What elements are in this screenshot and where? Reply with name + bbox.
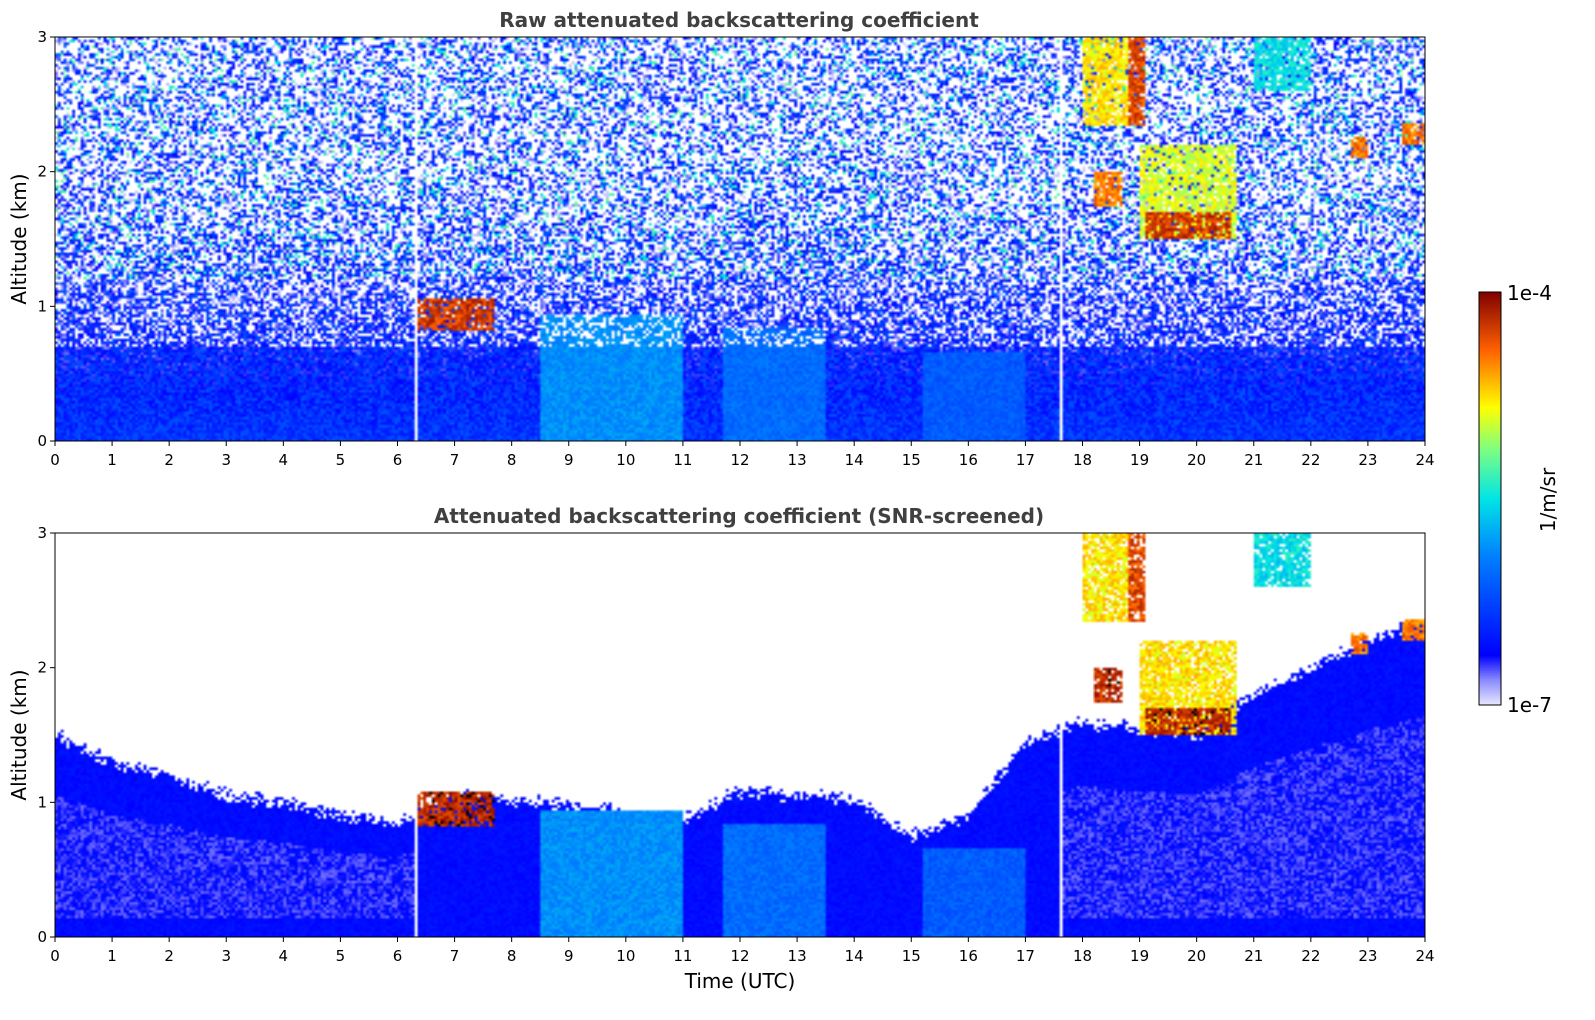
panel-raw-ylabel: Altitude (km): [7, 173, 31, 304]
colorbar-bar: [1478, 291, 1502, 706]
x-tick-label: 3: [221, 451, 231, 469]
x-tick-label: 2: [164, 451, 174, 469]
x-tick-label: 9: [564, 947, 574, 965]
x-tick-label: 22: [1301, 947, 1320, 965]
x-tick-label: 17: [1016, 947, 1035, 965]
x-tick-label: 14: [845, 451, 864, 469]
x-tick-label: 12: [730, 947, 749, 965]
x-tick-label: 16: [959, 947, 978, 965]
y-tick-label: 0: [37, 928, 47, 946]
x-tick-label: 20: [1187, 451, 1206, 469]
x-tick-label: 11: [673, 451, 692, 469]
x-tick-label: 11: [673, 947, 692, 965]
x-tick-label: 7: [450, 451, 460, 469]
x-tick-label: 4: [279, 947, 289, 965]
x-tick-label: 18: [1073, 451, 1092, 469]
colorbar: 1e-4 1e-7 1/m/sr: [1478, 281, 1560, 717]
x-tick-label: 1: [107, 451, 117, 469]
x-tick-label: 1: [107, 947, 117, 965]
x-tick-label: 10: [616, 947, 635, 965]
x-tick-label: 21: [1244, 451, 1263, 469]
x-tick-label: 13: [788, 947, 807, 965]
x-tick-label: 6: [393, 451, 403, 469]
y-tick-label: 1: [37, 297, 47, 315]
x-tick-label: 23: [1358, 947, 1377, 965]
colorbar-min-label: 1e-7: [1507, 693, 1552, 717]
x-tick-label: 24: [1415, 947, 1434, 965]
x-tick-label: 5: [336, 947, 346, 965]
x-tick-label: 13: [788, 451, 807, 469]
x-tick-label: 2: [164, 947, 174, 965]
panel-screened-title: Attenuated backscattering coefficient (S…: [434, 504, 1044, 528]
x-tick-label: 21: [1244, 947, 1263, 965]
y-tick-label: 2: [37, 659, 47, 677]
x-tick-label: 22: [1301, 451, 1320, 469]
panel-screened: Attenuated backscattering coefficient (S…: [7, 504, 1435, 993]
x-tick-label: 8: [507, 451, 517, 469]
panel-raw-title: Raw attenuated backscattering coefficien…: [499, 8, 979, 32]
x-tick-label: 9: [564, 451, 574, 469]
panel-screened-x-ticks: 0 1 2 3 4 5 6 7 8 9 10 11 12 13 14 15 16 17 18 19 20 21 22 23 24: [50, 937, 1435, 965]
x-tick-label: 6: [393, 947, 403, 965]
panel-screened-ylabel: Altitude (km): [7, 669, 31, 800]
panel-screened-xlabel: Time (UTC): [684, 969, 796, 993]
y-tick-label: 1: [37, 793, 47, 811]
x-tick-label: 10: [616, 451, 635, 469]
y-tick-label: 3: [37, 524, 47, 542]
x-tick-label: 20: [1187, 947, 1206, 965]
y-tick-label: 3: [37, 28, 47, 46]
raw-backscatter-heatmap: [55, 37, 1425, 441]
y-tick-label: 0: [37, 432, 47, 450]
x-tick-label: 8: [507, 947, 517, 965]
x-tick-label: 15: [902, 451, 921, 469]
panel-raw-x-ticks: 0 1 2 3 4 5 6 7 8 9 10 11 12 13 14 15 16 17 18 19 20 21 22 23 24: [50, 441, 1435, 469]
x-tick-label: 4: [279, 451, 289, 469]
panel-screened-y-ticks: 0 1 2 3: [37, 524, 55, 946]
panel-raw: Raw attenuated backscattering coefficien…: [7, 8, 1435, 469]
y-tick-label: 2: [37, 163, 47, 181]
x-tick-label: 0: [50, 947, 60, 965]
x-tick-label: 16: [959, 451, 978, 469]
x-tick-label: 3: [221, 947, 231, 965]
x-tick-label: 24: [1415, 451, 1434, 469]
x-tick-label: 12: [730, 451, 749, 469]
x-tick-label: 18: [1073, 947, 1092, 965]
x-tick-label: 17: [1016, 451, 1035, 469]
x-tick-label: 15: [902, 947, 921, 965]
x-tick-label: 14: [845, 947, 864, 965]
x-tick-label: 19: [1130, 947, 1149, 965]
colorbar-max-label: 1e-4: [1507, 281, 1552, 305]
x-tick-label: 7: [450, 947, 460, 965]
x-tick-label: 0: [50, 451, 60, 469]
screened-backscatter-heatmap: [55, 533, 1425, 937]
panel-raw-y-ticks: 0 1 2 3: [37, 28, 55, 450]
x-tick-label: 5: [336, 451, 346, 469]
colorbar-unit-label: 1/m/sr: [1536, 467, 1560, 532]
x-tick-label: 19: [1130, 451, 1149, 469]
x-tick-label: 23: [1358, 451, 1377, 469]
